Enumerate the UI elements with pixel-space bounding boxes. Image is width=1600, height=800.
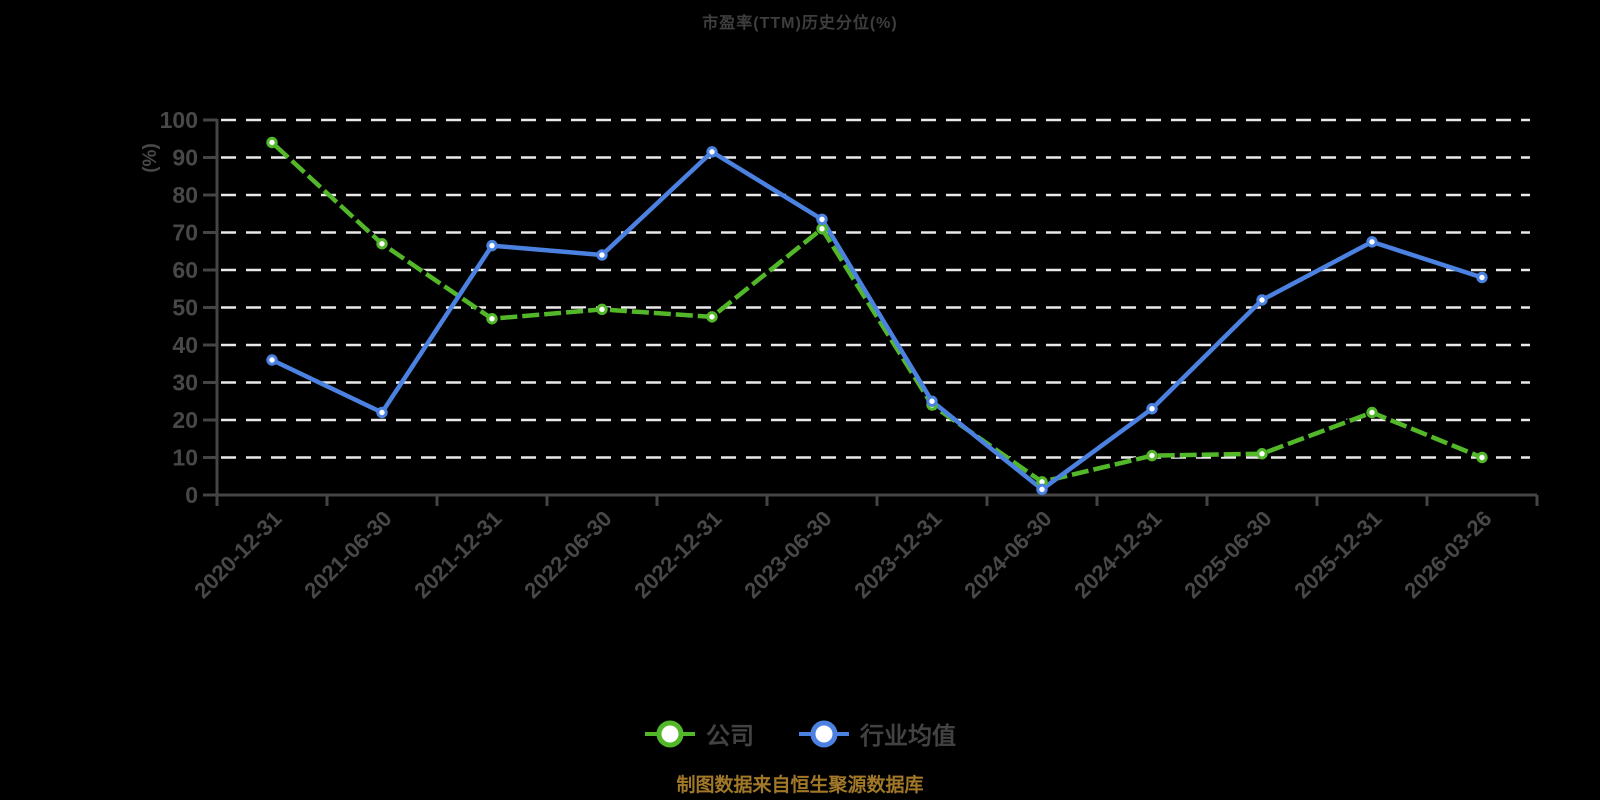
legend-marker-circle <box>656 720 684 747</box>
x-tick-label: 2022-12-31 <box>629 506 726 603</box>
x-tick-label: 2023-12-31 <box>849 506 946 603</box>
x-tick-label: 2025-12-31 <box>1289 506 1386 603</box>
legend-label-company: 公司 <box>706 723 754 750</box>
company-data-point <box>1256 448 1268 460</box>
x-tick-label: 2024-06-30 <box>959 506 1056 603</box>
company-data-point <box>596 303 608 316</box>
industry-average-legend-marker-icon <box>799 720 849 747</box>
industry-average-data-point <box>816 213 828 226</box>
x-tick-label: 2021-12-31 <box>409 506 506 603</box>
company-legend-marker-icon <box>645 720 695 747</box>
company-data-point <box>486 313 498 325</box>
legend-label-industry-average: 行业均值 <box>860 723 956 750</box>
industry-average-data-point <box>926 395 938 407</box>
y-tick-label: 30 <box>172 370 198 396</box>
industry-average-data-point <box>1036 483 1048 496</box>
y-tick-label: 60 <box>172 257 198 283</box>
company-data-point <box>1476 451 1488 464</box>
legend-item-company[interactable]: 公司 <box>644 716 754 751</box>
x-tick-label: 2021-06-30 <box>299 506 396 603</box>
industry-average-data-point <box>1366 236 1378 248</box>
industry-average-data-point <box>486 239 498 252</box>
legend-item-industry-average[interactable]: 行业均值 <box>798 716 956 751</box>
industry-average-data-point <box>266 354 278 366</box>
y-tick-label: 100 <box>160 107 198 133</box>
industry-average-data-point <box>596 249 608 261</box>
x-tick-label: 2024-12-31 <box>1069 506 1166 603</box>
industry-average-data-point <box>376 406 388 419</box>
industry-average-data-point <box>1256 294 1268 306</box>
y-tick-label: 0 <box>185 482 198 508</box>
company-data-point <box>376 238 388 250</box>
x-tick-label: 2023-06-30 <box>739 506 836 603</box>
legend: 公司 行业均值 <box>0 716 1600 751</box>
y-axis-unit-label: (%) <box>140 143 161 173</box>
x-tick-label: 2025-06-30 <box>1179 506 1276 603</box>
legend-marker-circle <box>810 720 838 747</box>
y-tick-label: 90 <box>172 145 198 171</box>
x-tick-label: 2022-06-30 <box>519 506 616 603</box>
company-line-dash-overlay <box>270 140 1483 485</box>
y-tick-label: 10 <box>172 445 198 471</box>
y-tick-label: 50 <box>172 295 198 321</box>
x-tick-label: 2026-03-26 <box>1399 506 1496 603</box>
industry-average-data-point <box>1476 271 1488 284</box>
company-data-point <box>1366 406 1378 419</box>
industry-average-line <box>269 149 1485 492</box>
y-tick-label: 20 <box>172 407 198 433</box>
y-tick-label: 40 <box>172 332 198 358</box>
x-tick-label: 2020-12-31 <box>189 506 286 603</box>
industry-average-data-point <box>706 146 718 158</box>
company-data-point <box>706 311 718 323</box>
data-source-note: 制图数据来自恒生聚源数据库 <box>676 775 924 796</box>
company-data-point <box>1146 449 1158 462</box>
company-data-point <box>266 136 278 149</box>
y-tick-label: 70 <box>172 220 198 246</box>
industry-average-data-point <box>1146 403 1158 415</box>
chart-title: 市盈率(TTM)历史分位(%) <box>702 15 898 32</box>
company-data-point <box>816 223 828 235</box>
y-tick-label: 80 <box>172 182 198 208</box>
